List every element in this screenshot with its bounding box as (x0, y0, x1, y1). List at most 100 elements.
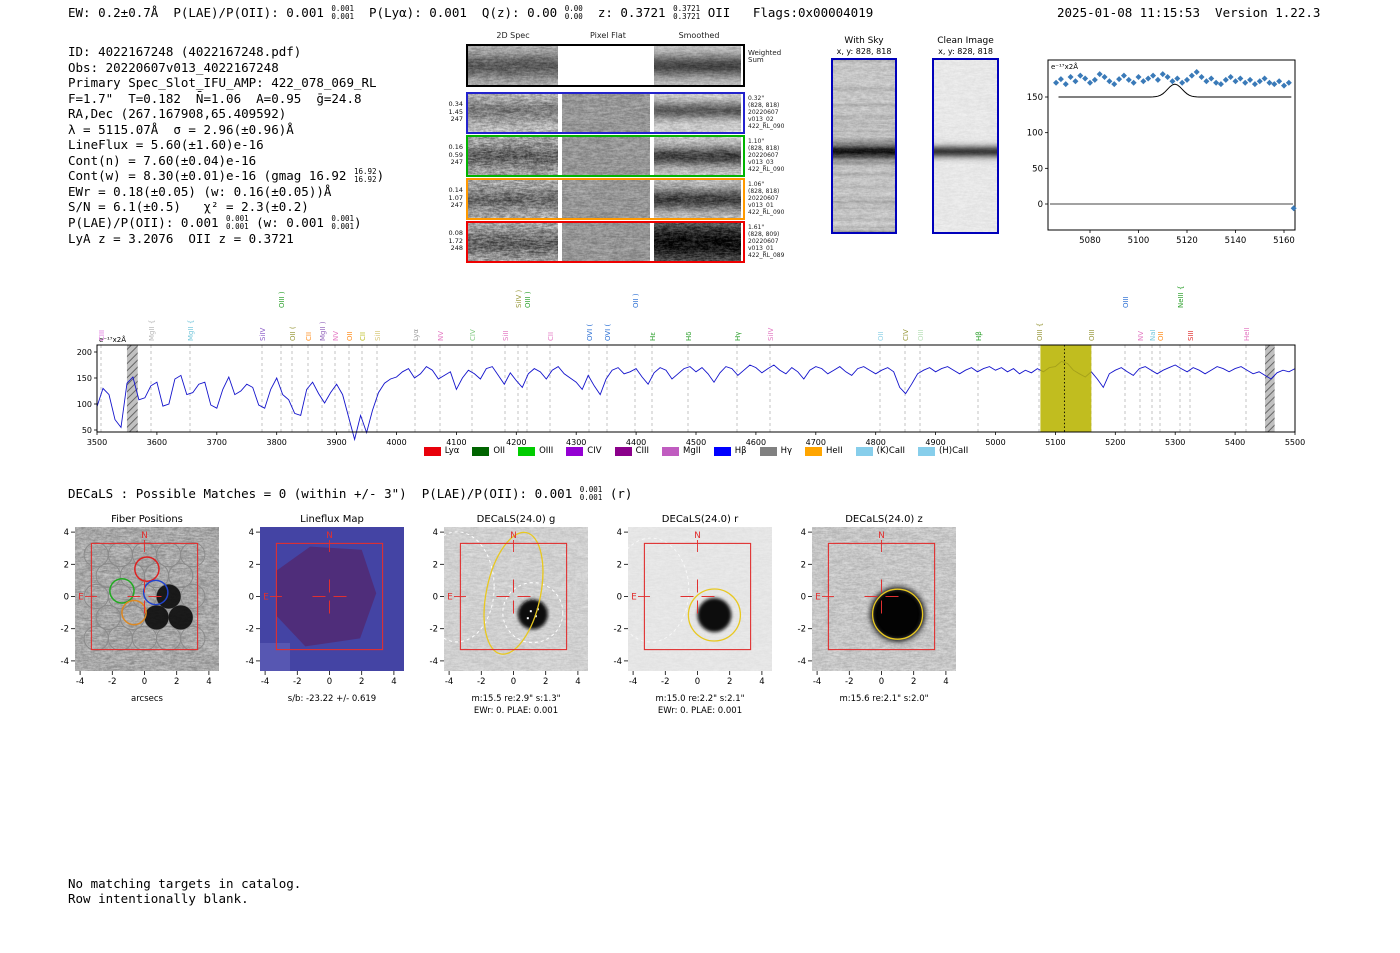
svg-text:2: 2 (433, 560, 438, 570)
pixel-flat-image (562, 94, 650, 132)
svg-text:0: 0 (433, 593, 438, 603)
info-line: EWr = 0.18(±0.05) (w: 0.16(±0.05))Å (68, 184, 384, 200)
svg-text:5140: 5140 (1225, 236, 1247, 246)
text-segment: (r) (602, 486, 633, 501)
svg-text:4300: 4300 (566, 438, 586, 447)
emission-line-label: SiIV ) (515, 289, 524, 308)
footer-line-1: No matching targets in catalog. (68, 876, 302, 891)
smoothed-image (654, 223, 741, 261)
svg-text:0: 0 (695, 677, 700, 687)
svg-text:50: 50 (1032, 164, 1043, 174)
cutout-caption: m:15.6 re:2.1" s:2.0" (839, 694, 929, 704)
svg-text:5300: 5300 (1165, 438, 1185, 447)
svg-text:3900: 3900 (326, 438, 346, 447)
svg-text:e⁻¹⁷x2Å: e⁻¹⁷x2Å (1051, 62, 1078, 71)
text-segment: EW: 0.2±0.7Å P(LAE)/P(OII): 0.001 (68, 5, 332, 20)
emission-line-label: Hβ (975, 331, 984, 341)
smoothed-image (654, 137, 741, 175)
svg-text:150: 150 (77, 374, 92, 383)
info-line: S/N = 6.1(±0.5) χ² = 2.3(±0.2) (68, 199, 384, 215)
emission-line-label: CII (546, 331, 555, 341)
svg-text:E: E (263, 593, 269, 603)
text-segment: ) (354, 214, 362, 230)
svg-text:-4: -4 (430, 657, 438, 667)
svg-text:0: 0 (64, 593, 69, 603)
emission-line-label: SIII (1187, 330, 1196, 341)
svg-text:-4: -4 (61, 657, 69, 667)
detection-line-fit-chart: 0 50 100 150 5080 5100 5120 5140 5160 e⁻¹⁷x2Å (1027, 59, 1297, 246)
legend-item: OII (472, 446, 505, 456)
cutout-caption: m:15.5 re:2.9" s:1.3" (471, 694, 561, 704)
svg-text:N: N (326, 531, 333, 541)
legend-item: MgII (662, 446, 701, 456)
text-segment: EWr = 0.18(±0.05) (w: 0.16(±0.05))Å (68, 183, 332, 199)
2d-row-left-labels: 0.16 0.59 247 (448, 143, 463, 166)
svg-text:-2: -2 (661, 677, 669, 687)
stacked-uncertainty: 0.00 0.00 (564, 4, 583, 21)
svg-text:4: 4 (575, 677, 580, 687)
cutout-caption: EWr: 0. PLAE: 0.001 (657, 706, 743, 716)
2d-row-left-labels: 0.34 1.45 247 (448, 100, 463, 123)
stacked-uncertainty: 0.001 0.001 (226, 214, 249, 231)
info-line: F=1.7" T=0.182 N̄=1.06 A=0.95 ḡ=24.8 (68, 91, 384, 107)
info-line: λ = 5115.07Å σ = 2.96(±0.96)Å (68, 122, 384, 138)
cutout-overlay: N E -4 -4 -2 -2 0 0 2 2 4 4 (419, 528, 581, 687)
info-line: Cont(n) = 7.60(±0.04)e-16 (68, 153, 384, 169)
emission-line-label: Hδ (685, 331, 694, 341)
legend-label: OII (493, 446, 506, 456)
emission-line-label: SiII (374, 330, 383, 341)
with-sky-title: With Sky (844, 36, 884, 46)
column-header-pixel-flat: Pixel Flat (590, 31, 626, 40)
text-segment: (w: 0.001 (248, 214, 332, 230)
emission-line-label: CIV (902, 329, 911, 341)
svg-text:-2: -2 (477, 677, 485, 687)
detection-info-block: ID: 4022167248 (4022167248.pdf) Obs: 2022… (68, 44, 384, 246)
legend-label: CIV (587, 446, 602, 456)
svg-text:100: 100 (77, 400, 92, 409)
legend-label: OIII (539, 446, 554, 456)
svg-text:100: 100 (1027, 129, 1043, 139)
svg-text:4: 4 (249, 528, 254, 538)
svg-text:5200: 5200 (1105, 438, 1125, 447)
cutout-title: DECaLS(24.0) g (476, 514, 556, 525)
pixel-flat-image (562, 180, 650, 218)
column-header-smoothed: Smoothed (678, 31, 720, 40)
legend-item: Hγ (759, 446, 792, 456)
cutout-caption: s/b: -23.22 +/- 0.619 (287, 694, 377, 704)
svg-text:e⁻¹⁷x2Å: e⁻¹⁷x2Å (99, 335, 126, 344)
header-summary: EW: 0.2±0.7Å P(LAE)/P(OII): 0.001 0.001 0… (68, 5, 873, 21)
text-segment: Cont(n) = 7.60(±0.04)e-16 (68, 152, 257, 168)
legend-label: Hβ (734, 446, 747, 456)
svg-text:150: 150 (1027, 93, 1043, 103)
cutout-panel-decals-24-0-r: DECaLS(24.0) r N E -4 -4 -2 -2 0 0 2 2 4 4 m:15.0 re:… (604, 514, 794, 724)
svg-text:-4: -4 (798, 657, 806, 667)
svg-text:-2: -2 (845, 677, 853, 687)
legend-swatch (918, 446, 936, 456)
info-line: Cont(w) = 8.30(±0.01)e-16 (gmag 16.92 16… (68, 168, 384, 184)
legend-label: (H)CaII (939, 446, 969, 456)
svg-text:-4: -4 (629, 677, 637, 687)
svg-text:5100: 5100 (1128, 236, 1150, 246)
2d-row-right-labels: 1.61" (828, 809) 20220607 v013_01 422_RL_089 (748, 224, 785, 259)
emission-line-label: SiIV (766, 327, 775, 341)
text-segment: P(LAE)/P(OII): 0.001 (68, 214, 227, 230)
cutout-panel-decals-24-0-z: DECaLS(24.0) z N E -4 -4 -2 -2 0 0 2 2 4 4 m:15.6 re:… (788, 514, 978, 724)
pixel-flat-image (562, 223, 650, 261)
svg-text:2: 2 (617, 560, 622, 570)
svg-text:3500: 3500 (87, 438, 107, 447)
emission-line-label: Lyα (412, 328, 421, 341)
svg-text:2: 2 (543, 677, 548, 687)
svg-text:-2: -2 (798, 625, 806, 635)
with-sky-image (833, 60, 895, 232)
legend-item: (K)CaII (855, 446, 905, 456)
emission-line-label: OIII (1088, 329, 1097, 341)
svg-text:0: 0 (511, 677, 516, 687)
svg-text:5500: 5500 (1285, 438, 1305, 447)
svg-text:4: 4 (433, 528, 438, 538)
svg-text:3600: 3600 (147, 438, 167, 447)
cutout-overlay: N E -4 -4 -2 -2 0 0 2 2 4 4 (61, 528, 212, 687)
svg-text:3700: 3700 (207, 438, 227, 447)
legend-swatch (759, 446, 777, 456)
svg-text:2: 2 (911, 677, 916, 687)
svg-text:4: 4 (617, 528, 622, 538)
